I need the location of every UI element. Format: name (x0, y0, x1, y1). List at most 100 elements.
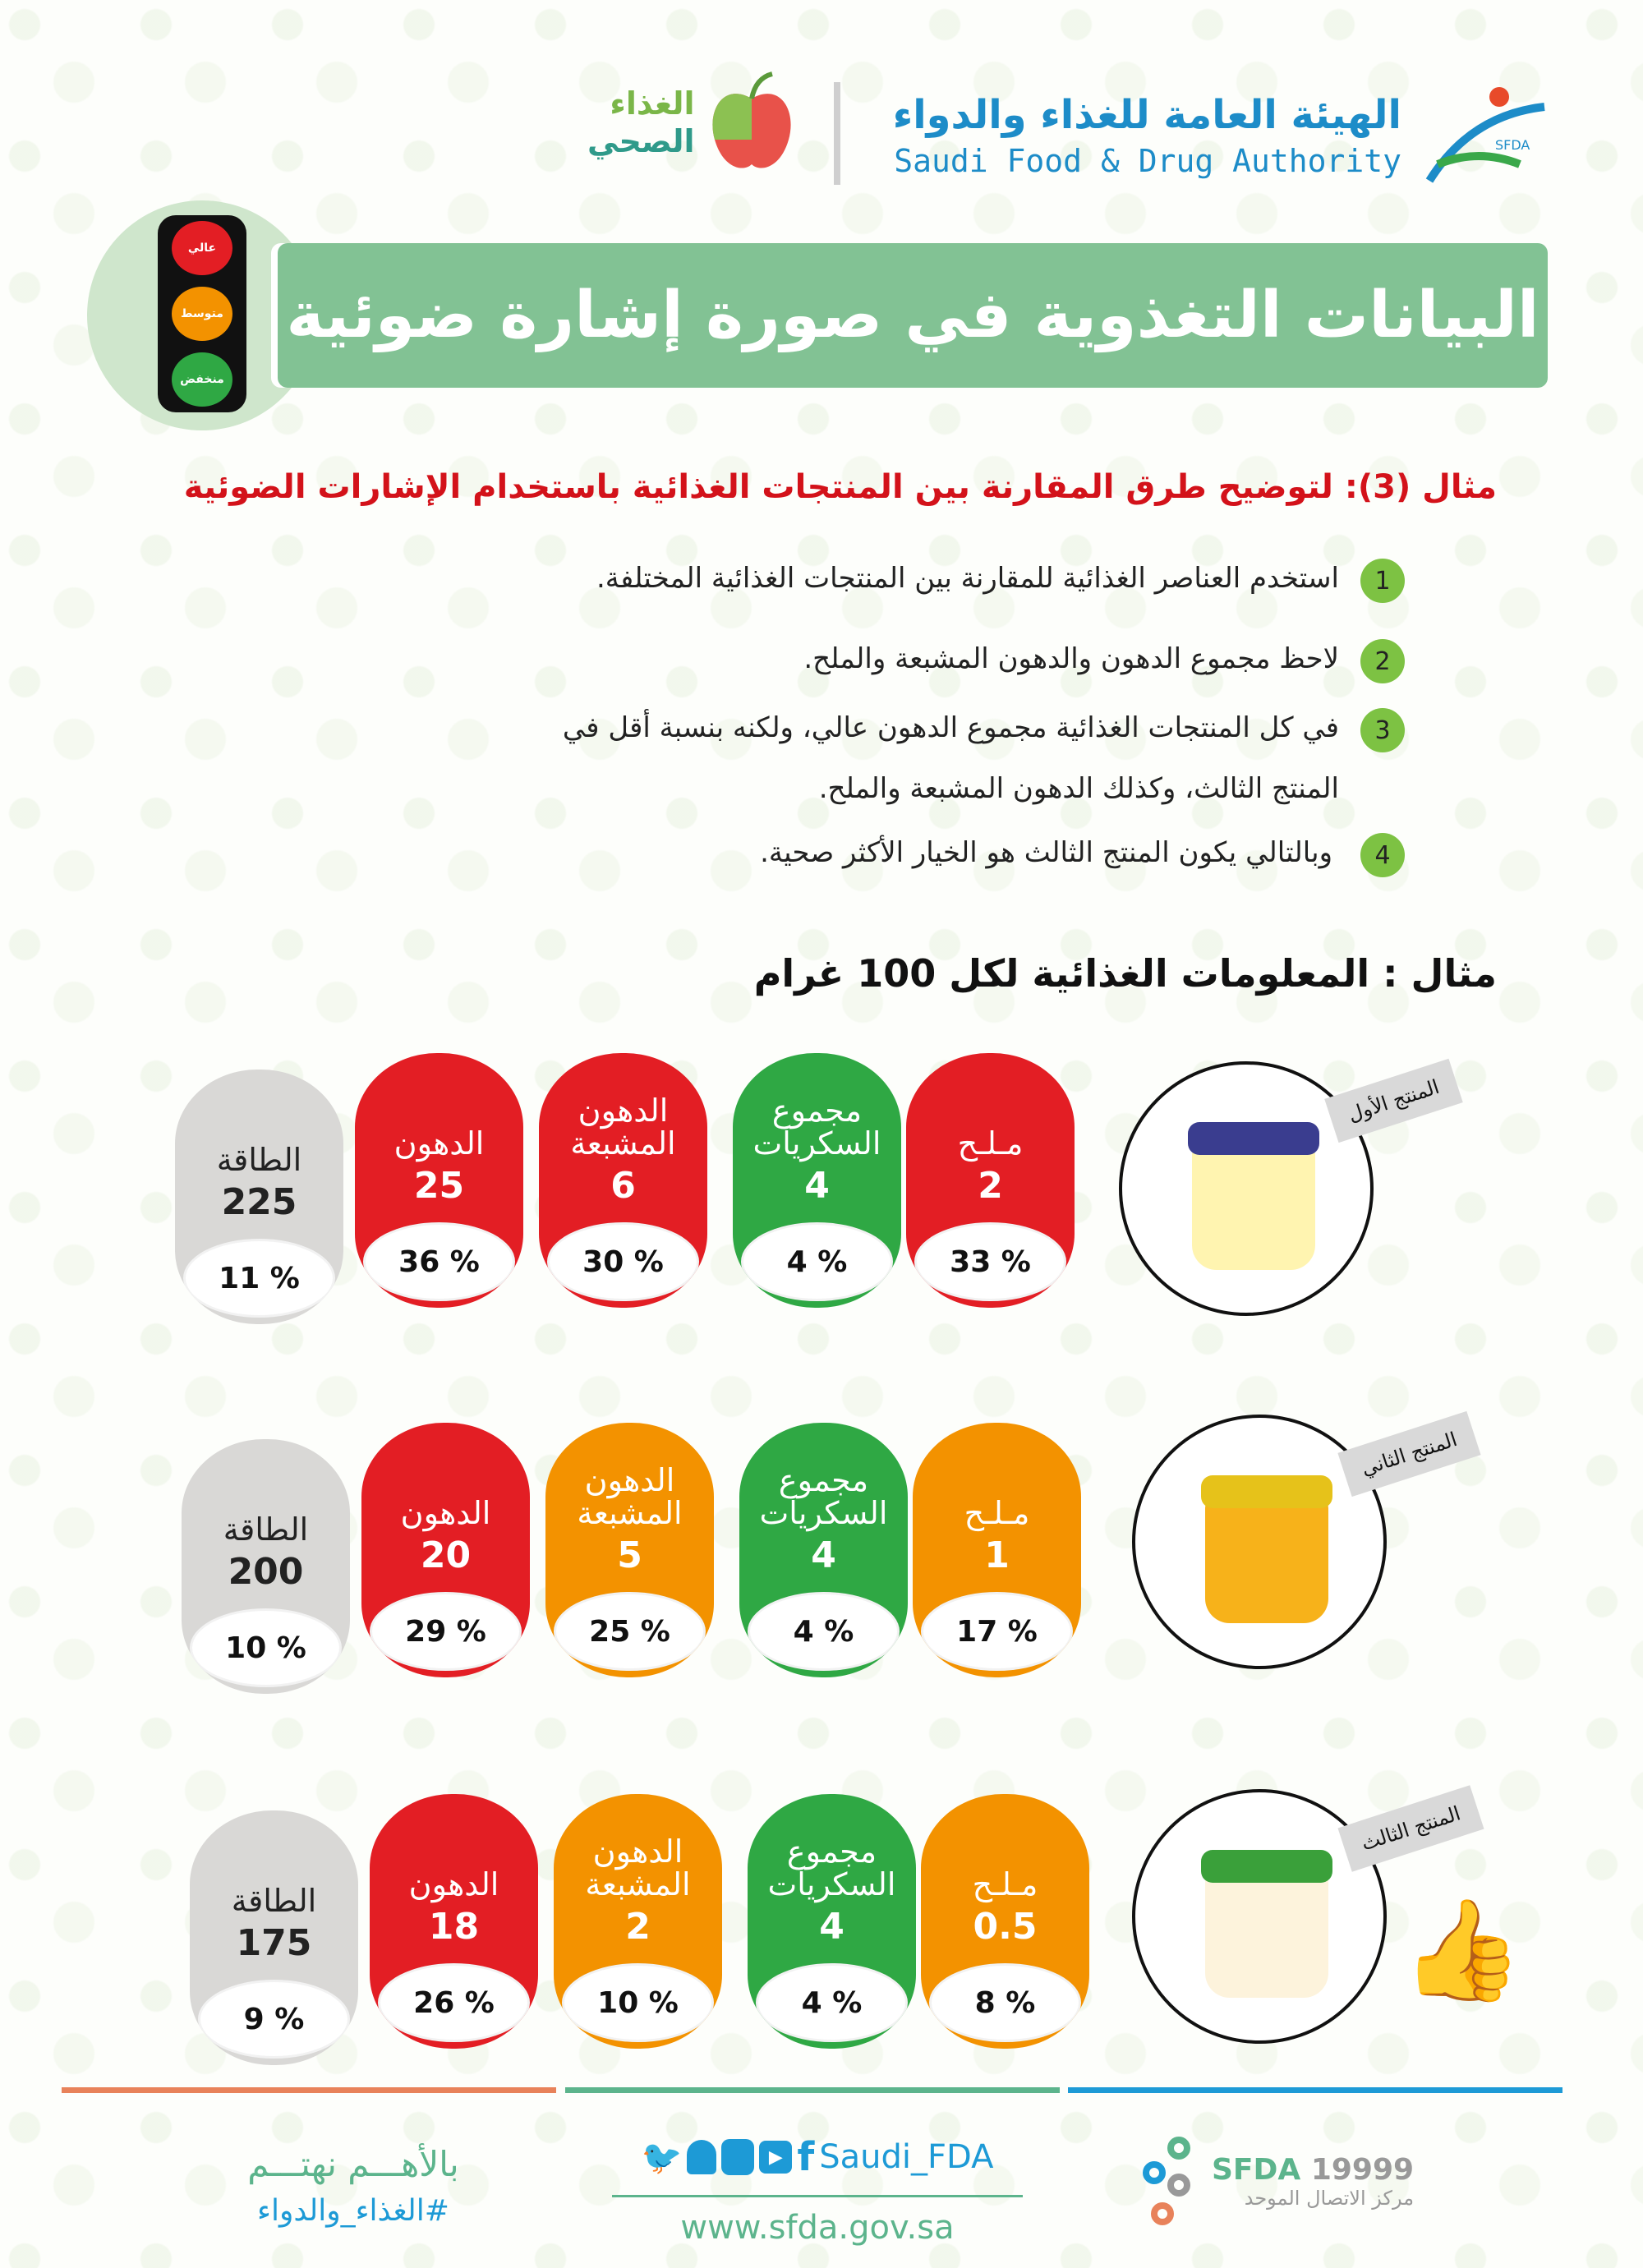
nutrient-pill: الطاقة 225 11 % (175, 1070, 343, 1324)
jar-lid (1188, 1122, 1319, 1155)
healthy-logo-line2: الصحي (587, 123, 695, 159)
nutrient-percent: 11 % (183, 1239, 335, 1318)
traffic-light-amber: متوسط (172, 287, 232, 341)
traffic-light: عالي متوسط منخفض (158, 215, 246, 412)
facebook-icon[interactable]: f (797, 2134, 815, 2180)
nutrient-percent: 26 % (378, 1963, 530, 2042)
jar-icon (1205, 1866, 1328, 1998)
page-title: البيانات التغذوية في صورة إشارة ضوئية (286, 278, 1539, 352)
nutrient-percent: 4 % (741, 1222, 893, 1301)
nutrient-label: مـلـح (972, 1866, 1038, 1902)
traffic-light-red: عالي (172, 221, 232, 275)
step-text-4: وبالتالي يكون المنتج الثالث هو الخيار ال… (760, 836, 1332, 869)
nutrient-label: الدهون المشبعة (577, 1462, 683, 1531)
nutrient-pill: الدهون المشبعة 2 10 % (554, 1794, 722, 2049)
hotline-label: مركز الاتصال الموحد (1244, 2186, 1415, 2210)
footer-slogan: بالأهـــم نهتـــم #الغذاء_والدواء (197, 2144, 509, 2228)
jar-icon (1205, 1492, 1328, 1623)
nutrient-label: مجموع السكريات (752, 1093, 881, 1162)
apple-icon (712, 71, 791, 168)
jar-icon (1192, 1139, 1315, 1270)
nutrient-pill: مـلـح 2 33 % (906, 1053, 1075, 1308)
nutrient-value: 5 (617, 1534, 642, 1576)
step-number-4: 4 (1360, 833, 1405, 877)
nutrient-percent: 4 % (748, 1592, 900, 1671)
nutrient-value: 225 (221, 1181, 297, 1223)
nutrient-label: الطاقة (231, 1883, 317, 1919)
nutrient-value: 6 (610, 1165, 636, 1207)
nutrient-percent: 8 % (929, 1963, 1081, 2042)
nutrient-pill: الدهون المشبعة 5 25 % (545, 1423, 714, 1677)
footer-line-orange (62, 2087, 556, 2093)
slogan-text: بالأهـــم نهتـــم (247, 2144, 459, 2184)
nutrient-value: 4 (804, 1165, 830, 1207)
hotline-number[interactable]: 19999 (1310, 2152, 1415, 2187)
nutrient-pill: مـلـح 1 17 % (913, 1423, 1081, 1677)
nutrient-label: الدهون (400, 1495, 491, 1531)
social-handle[interactable]: Saudi_FDA (819, 2138, 994, 2176)
website-link[interactable]: www.sfda.gov.sa (680, 2209, 955, 2247)
nutrient-pill: الطاقة 175 9 % (190, 1810, 358, 2065)
sfda-logo: الهيئة العامة للغذاء والدواء Saudi Food … (893, 82, 1553, 189)
nutrient-value: 18 (428, 1906, 480, 1948)
nutrient-percent: 4 % (756, 1963, 908, 2042)
nutrient-pill: مجموع السكريات 4 4 % (733, 1053, 901, 1308)
step-text-3-cont: المنتج الثالث، وكذلك الدهون المشبعة والم… (818, 772, 1339, 805)
nutrient-pill: الدهون المشبعة 6 30 % (539, 1053, 707, 1308)
nutrient-value: 4 (811, 1534, 836, 1576)
twitter-icon[interactable]: 🐦 (641, 2138, 683, 2177)
traffic-light-green: منخفض (172, 352, 232, 407)
nutrient-percent: 25 % (554, 1592, 706, 1671)
nutrient-pill: مجموع السكريات 4 4 % (748, 1794, 916, 2049)
product-image-circle (1132, 1415, 1387, 1669)
header-divider (834, 82, 840, 185)
nutrient-value: 25 (413, 1165, 465, 1207)
nutrient-label: مجموع السكريات (759, 1462, 888, 1531)
nutrient-percent: 36 % (363, 1222, 515, 1301)
nutrient-percent: 17 % (921, 1592, 1073, 1671)
snapchat-icon[interactable] (687, 2140, 717, 2174)
nutrient-value: 2 (625, 1906, 651, 1948)
thumbs-up-icon: 👍 (1401, 1893, 1524, 2008)
sfda-emblem-icon: SFDA (1425, 87, 1545, 183)
nutrient-percent: 9 % (198, 1980, 350, 2059)
nutrient-value: 0.5 (973, 1906, 1038, 1948)
nutrient-label: الدهون (408, 1866, 499, 1902)
sfda-name-ar: الهيئة العامة للغذاء والدواء (892, 92, 1401, 138)
nutrient-percent: 29 % (370, 1592, 522, 1671)
sfda-name-en: Saudi Food & Drug Authority (894, 143, 1401, 179)
step-text-1: استخدم العناصر الغذائية للمقارنة بين الم… (596, 562, 1339, 595)
step-number-3: 3 (1360, 708, 1405, 752)
instagram-icon[interactable] (721, 2139, 755, 2175)
nutrient-label: مـلـح (964, 1495, 1030, 1531)
youtube-icon[interactable]: ▶ (759, 2141, 793, 2174)
nutrient-value: 1 (984, 1534, 1010, 1576)
nutrient-value: 175 (236, 1922, 312, 1964)
jar-lid (1201, 1850, 1332, 1883)
footer-line-green (565, 2087, 1060, 2093)
title-banner: البيانات التغذوية في صورة إشارة ضوئية (278, 243, 1548, 388)
nutrient-label: مجموع السكريات (767, 1833, 896, 1902)
hotline-chain-icon (1143, 2137, 1190, 2225)
svg-text:SFDA: SFDA (1495, 137, 1530, 153)
nutrient-value: 2 (978, 1165, 1003, 1207)
step-number-2: 2 (1360, 639, 1405, 683)
step-number-1: 1 (1360, 559, 1405, 603)
healthy-logo-line1: الغذاء (610, 85, 695, 122)
nutrient-pill: مـلـح 0.5 8 % (921, 1794, 1089, 2049)
nutrient-value: 200 (228, 1551, 304, 1593)
step-text-2: لاحظ مجموع الدهون والدهون المشبعة والملح… (803, 642, 1339, 675)
nutrient-percent: 33 % (914, 1222, 1066, 1301)
footer-line-blue (1068, 2087, 1562, 2093)
nutrient-value: 20 (420, 1534, 472, 1576)
nutrient-label: الدهون (393, 1125, 485, 1162)
healthy-food-logo: الغذاء الصحي (587, 70, 797, 177)
footer-social: 🐦 ▶ f Saudi_FDA www.sfda.gov.sa (612, 2134, 1023, 2247)
nutrient-label: الدهون المشبعة (585, 1833, 691, 1902)
hotline-brand: SFDA (1212, 2152, 1301, 2187)
nutrient-label: مـلـح (957, 1125, 1024, 1162)
nutrient-pill: الدهون 18 26 % (370, 1794, 538, 2049)
hashtag-link[interactable]: #الغذاء_والدواء (257, 2194, 449, 2228)
example-subtitle: مثال (3): لتوضيح طرق المقارنة بين المنتج… (183, 468, 1497, 506)
nutrient-pill: الدهون 20 29 % (361, 1423, 530, 1677)
